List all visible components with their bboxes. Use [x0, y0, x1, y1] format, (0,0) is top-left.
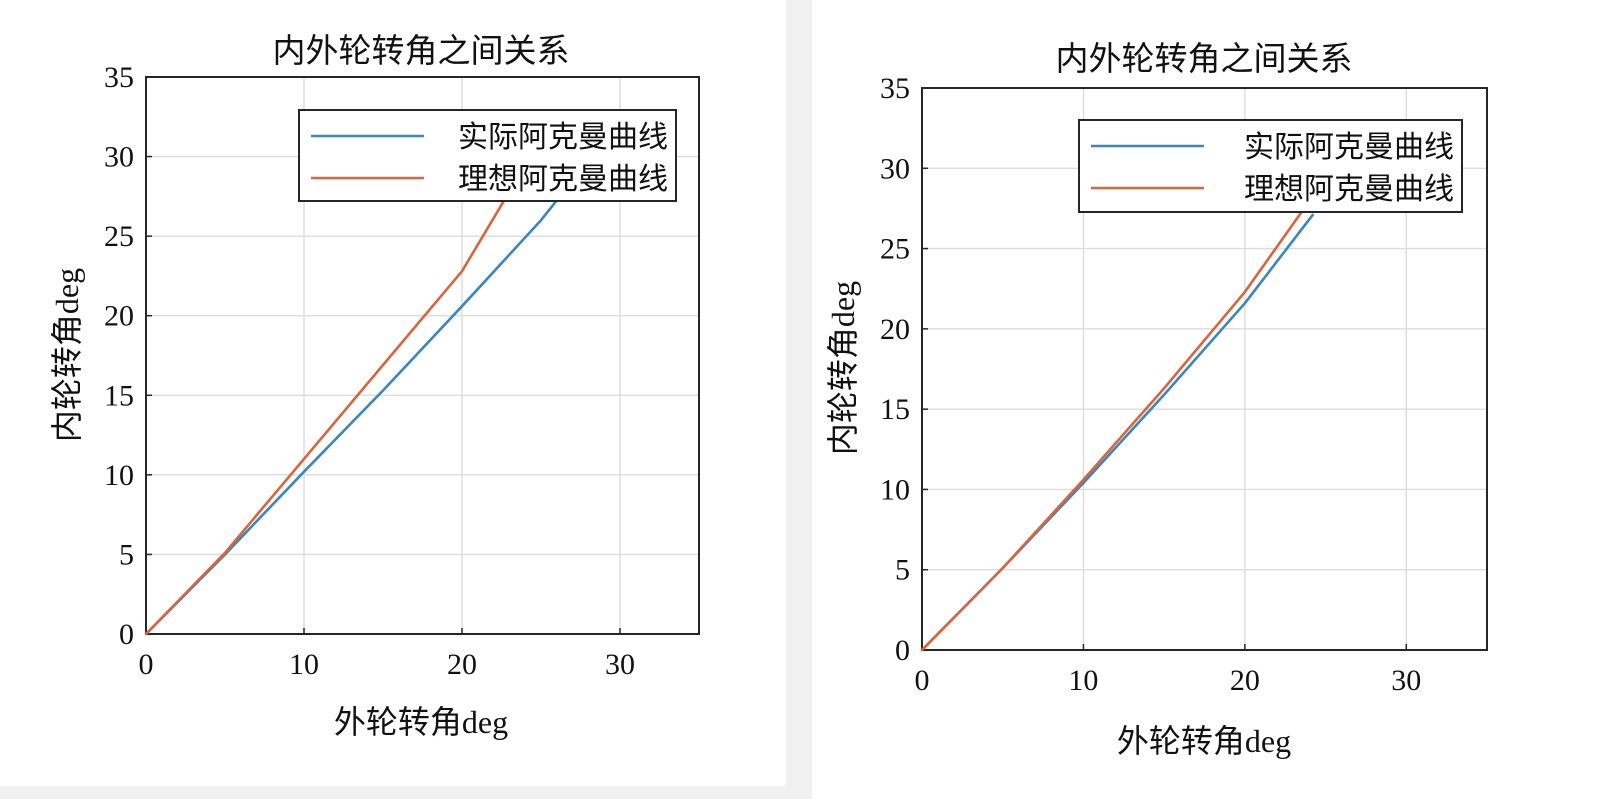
x-tick-label-3: 30	[605, 648, 635, 681]
x-tick-label-0: 0	[139, 648, 154, 681]
chart-title: 内外轮转角之间关系	[1056, 41, 1353, 78]
x-tick-label-3: 30	[1391, 664, 1421, 697]
legend-label-0: 实际阿克曼曲线	[1244, 131, 1454, 164]
y-tick-label-1: 5	[895, 554, 910, 587]
axes-frame	[145, 76, 700, 635]
y-tick-label-4: 20	[104, 300, 134, 333]
legend-box	[1078, 119, 1463, 213]
chart-title: 内外轮转角之间关系	[273, 33, 570, 70]
chart-panel-left: 0 10 20 30 0 5 10 15 20 25 30 35 内外轮转角之间关系 外轮转角deg 内轮转…	[0, 0, 786, 786]
x-axis-label: 外轮转角deg	[334, 704, 508, 740]
y-tick-label-2: 10	[880, 473, 910, 506]
y-tick-label-0: 0	[119, 618, 134, 651]
y-tick-label-3: 15	[880, 393, 910, 426]
x-axis-label: 外轮转角deg	[1117, 723, 1291, 759]
y-axis-label: 内轮转角deg	[825, 281, 861, 455]
y-tick-label-7: 35	[880, 72, 910, 105]
x-tick-label-1: 10	[289, 648, 319, 681]
legend-box	[298, 109, 677, 202]
y-tick-label-6: 30	[104, 141, 134, 174]
x-tick-label-2: 20	[447, 648, 477, 681]
series-line-1	[920, 208, 1305, 652]
y-tick-label-5: 25	[104, 220, 134, 253]
x-tick-label-1: 10	[1068, 664, 1098, 697]
y-tick-label-0: 0	[895, 634, 910, 667]
x-tick-label-0: 0	[915, 664, 930, 697]
chart-panel-right: 0 10 20 30 0 5 10 15 20 25 30 35 内外轮转角之间关系 外轮转角deg 内轮转…	[812, 0, 1600, 799]
x-tick-label-2: 20	[1230, 664, 1260, 697]
axes-frame	[921, 87, 1488, 651]
y-tick-label-3: 15	[104, 379, 134, 412]
legend-label-1: 理想阿克曼曲线	[1244, 173, 1454, 206]
series-line-1	[144, 190, 511, 636]
y-axis-label: 内轮转角deg	[49, 268, 85, 442]
y-tick-label-6: 30	[880, 152, 910, 185]
y-tick-label-2: 10	[104, 459, 134, 492]
legend-label-0: 实际阿克曼曲线	[458, 121, 668, 154]
y-tick-label-5: 25	[880, 233, 910, 266]
y-tick-label-4: 20	[880, 313, 910, 346]
legend-label-1: 理想阿克曼曲线	[458, 163, 668, 196]
y-tick-label-7: 35	[104, 61, 134, 94]
y-tick-label-1: 5	[119, 538, 134, 571]
